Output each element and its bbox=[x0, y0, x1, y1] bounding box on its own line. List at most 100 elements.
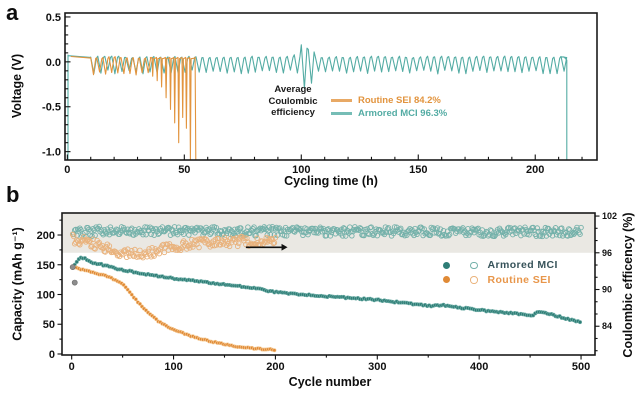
ce-point bbox=[283, 233, 290, 239]
ce-point bbox=[137, 247, 143, 254]
panel-a-y-axis-title: Voltage (V) bbox=[10, 53, 24, 119]
capacity-point bbox=[272, 348, 277, 353]
ce-point bbox=[445, 232, 452, 239]
capacity-point bbox=[127, 290, 132, 295]
ce-point bbox=[300, 232, 306, 239]
ce-point bbox=[327, 233, 334, 239]
legend-line-swatch bbox=[331, 112, 352, 115]
ce-point bbox=[357, 225, 363, 231]
ce-point bbox=[242, 235, 248, 241]
ce-point bbox=[271, 240, 278, 246]
legend-a-label: Routine SEI 84.2% bbox=[358, 95, 441, 106]
ce-point bbox=[396, 226, 403, 233]
legend-line-swatch bbox=[331, 99, 352, 102]
ce-point bbox=[437, 226, 444, 232]
ce-point bbox=[446, 231, 453, 238]
filled-marker-icon bbox=[443, 276, 450, 284]
capacity-point bbox=[133, 297, 138, 302]
ce-point bbox=[510, 231, 516, 238]
ce-point bbox=[96, 239, 102, 246]
voltage-trace-routine-sei bbox=[70, 55, 197, 161]
ce-point bbox=[270, 226, 277, 232]
ce-point bbox=[578, 224, 584, 231]
panel-b-border bbox=[61, 212, 596, 356]
ce-point bbox=[296, 225, 302, 232]
panel-a-x-tick-label: 50 bbox=[178, 164, 190, 176]
ce-point bbox=[113, 226, 120, 233]
panel-b-letter: b bbox=[6, 182, 20, 207]
panel-a-x-axis-title: Cycling time (h) bbox=[284, 174, 378, 188]
panel-b-x-tick-label: 0 bbox=[69, 361, 75, 373]
ce-point bbox=[235, 240, 242, 247]
ce-point bbox=[409, 227, 415, 233]
voltage-trace-armored-mci bbox=[67, 44, 568, 160]
open-marker-icon bbox=[470, 276, 478, 284]
ce-point bbox=[368, 224, 374, 230]
legend-a-label: Armored MCI 96.3% bbox=[358, 108, 448, 119]
ce-point bbox=[128, 226, 134, 233]
ce-point bbox=[207, 231, 213, 238]
panel-a-y-tick-label: -0.5 bbox=[42, 102, 61, 114]
ce-point bbox=[134, 254, 140, 260]
ce-point bbox=[478, 233, 484, 239]
ce-point bbox=[130, 252, 136, 258]
panel-b-right-y-tick-label: 102 bbox=[602, 211, 617, 221]
ce-point bbox=[569, 231, 575, 237]
ce-point bbox=[143, 231, 149, 238]
ce-point bbox=[215, 235, 222, 242]
panel-a-x-tick-label: 100 bbox=[292, 164, 310, 176]
panel-b-left-y-axis-title: Capacity (mAh g⁻¹) bbox=[10, 227, 25, 341]
panel-a-y-tick-label: 0.0 bbox=[46, 57, 61, 69]
ce-point bbox=[213, 225, 220, 231]
ce-point bbox=[244, 235, 250, 242]
ce-point bbox=[146, 246, 152, 252]
ce-point bbox=[153, 226, 159, 232]
ce-point bbox=[129, 225, 135, 232]
ce-point bbox=[186, 232, 192, 238]
ce-point bbox=[70, 233, 77, 240]
panel-b-x-tick-label: 300 bbox=[368, 361, 386, 373]
open-marker-icon bbox=[470, 261, 478, 269]
ce-point bbox=[419, 225, 425, 232]
legend-a-item-0: Routine SEI 84.2% bbox=[331, 94, 447, 107]
ce-point bbox=[521, 231, 527, 237]
ce-point bbox=[570, 230, 576, 236]
ce-point bbox=[196, 244, 202, 251]
ce-point bbox=[81, 234, 87, 240]
ce-point bbox=[572, 230, 578, 236]
panel-b-x-axis-title: Cycle number bbox=[288, 375, 372, 389]
ce-point bbox=[552, 225, 559, 231]
annotation-line-3: efficiency bbox=[271, 107, 315, 118]
ce-point bbox=[270, 240, 277, 247]
ce-point bbox=[238, 225, 244, 231]
ce-point bbox=[470, 226, 476, 233]
ce-point bbox=[566, 226, 572, 232]
ce-point bbox=[440, 227, 447, 234]
ce-point bbox=[87, 238, 93, 244]
annotation-line-2: Coulombic bbox=[268, 95, 318, 107]
ce-point bbox=[522, 224, 528, 231]
ce-point bbox=[213, 242, 220, 248]
ce-point bbox=[383, 229, 390, 235]
capacity-point bbox=[137, 301, 142, 306]
ce-point bbox=[491, 233, 498, 240]
panel-b-right-y-tick-label: 84 bbox=[602, 321, 612, 331]
ce-point bbox=[167, 232, 174, 238]
ce-point bbox=[427, 232, 434, 239]
ce-point bbox=[418, 224, 424, 230]
ce-point bbox=[149, 244, 155, 251]
panel-b-left-y-tick-label: 0 bbox=[49, 349, 55, 361]
panel-b-right-y-tick-label: 96 bbox=[602, 248, 612, 258]
ce-point bbox=[180, 231, 187, 237]
ce-point bbox=[474, 226, 480, 232]
ce-point bbox=[150, 252, 156, 258]
ce-point bbox=[351, 226, 357, 233]
panel-b-legend: Armored MCI Routine SEI bbox=[443, 258, 558, 287]
ce-point bbox=[487, 227, 494, 233]
ce-point bbox=[281, 232, 288, 239]
ce-point bbox=[518, 232, 524, 239]
ce-point bbox=[254, 235, 260, 242]
legend-b-label: Routine SEI bbox=[487, 273, 551, 286]
ce-point bbox=[89, 233, 95, 239]
panel-a-letter: a bbox=[6, 0, 19, 25]
